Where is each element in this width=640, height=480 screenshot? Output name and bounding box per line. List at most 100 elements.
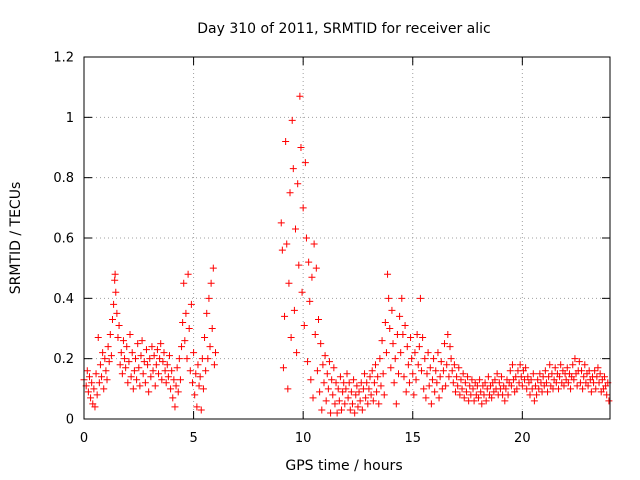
- data-point: [404, 361, 412, 369]
- data-point: [323, 370, 331, 378]
- data-point: [516, 361, 524, 369]
- data-point: [127, 373, 135, 381]
- data-point: [286, 189, 294, 197]
- data-point: [387, 364, 395, 372]
- data-point: [411, 349, 419, 357]
- data-point: [535, 385, 543, 393]
- data-point: [447, 355, 455, 363]
- data-point: [356, 397, 364, 405]
- data-point: [364, 400, 372, 408]
- data-point: [517, 373, 525, 381]
- data-point: [321, 352, 329, 360]
- data-point: [112, 288, 120, 296]
- data-point: [339, 388, 347, 396]
- data-point: [380, 391, 388, 399]
- data-point: [333, 409, 341, 417]
- data-point: [375, 400, 383, 408]
- data-point: [457, 376, 465, 384]
- data-point: [299, 204, 307, 212]
- x-tick-label: 15: [404, 431, 421, 446]
- data-point: [346, 406, 354, 414]
- data-point: [567, 385, 575, 393]
- data-point: [595, 379, 603, 387]
- data-point: [426, 364, 434, 372]
- data-point: [199, 385, 207, 393]
- data-point: [145, 388, 153, 396]
- data-point: [459, 370, 467, 378]
- data-point: [170, 376, 178, 384]
- data-point: [365, 385, 373, 393]
- data-point: [132, 355, 140, 363]
- data-point: [527, 376, 535, 384]
- data-point: [135, 364, 143, 372]
- data-point: [448, 367, 456, 375]
- data-point: [481, 379, 489, 387]
- data-point: [330, 364, 338, 372]
- data-point: [317, 340, 325, 348]
- data-point: [376, 355, 384, 363]
- data-point: [495, 379, 503, 387]
- data-point: [498, 373, 506, 381]
- data-point: [187, 300, 195, 308]
- data-point: [95, 379, 103, 387]
- data-point: [313, 367, 321, 375]
- data-point: [130, 367, 138, 375]
- data-point: [300, 321, 308, 329]
- data-point: [295, 261, 303, 269]
- data-point: [149, 367, 157, 375]
- data-point: [308, 273, 316, 281]
- data-point: [94, 334, 102, 342]
- data-point: [524, 373, 532, 381]
- data-point: [347, 388, 355, 396]
- data-point: [370, 379, 378, 387]
- data-point: [491, 376, 499, 384]
- data-point: [358, 406, 366, 414]
- data-point: [534, 376, 542, 384]
- data-point: [345, 379, 353, 387]
- data-point: [413, 331, 421, 339]
- data-point: [591, 367, 599, 375]
- data-point: [469, 385, 477, 393]
- data-point: [147, 373, 155, 381]
- data-point: [546, 361, 554, 369]
- data-point: [168, 367, 176, 375]
- data-point: [196, 373, 204, 381]
- data-point: [570, 376, 578, 384]
- data-point: [587, 388, 595, 396]
- data-point: [462, 388, 470, 396]
- data-point: [443, 361, 451, 369]
- data-point: [100, 385, 108, 393]
- data-point: [529, 370, 537, 378]
- data-point: [605, 397, 613, 405]
- data-point: [593, 373, 601, 381]
- data-point: [446, 343, 454, 351]
- data-point: [197, 406, 205, 414]
- data-point: [352, 391, 360, 399]
- data-point: [185, 325, 193, 332]
- data-point: [564, 379, 572, 387]
- data-point: [410, 391, 418, 399]
- data-point: [507, 382, 515, 390]
- data-point: [344, 394, 352, 402]
- data-point: [385, 294, 393, 302]
- data-point: [544, 388, 552, 396]
- data-point: [579, 385, 587, 393]
- data-point: [466, 382, 474, 390]
- data-point: [350, 376, 358, 384]
- data-point: [312, 264, 320, 272]
- data-point: [91, 403, 99, 411]
- data-point: [460, 394, 468, 402]
- data-point: [541, 367, 549, 375]
- data-point: [164, 373, 172, 381]
- data-point: [437, 358, 445, 366]
- data-point: [454, 382, 462, 390]
- data-point: [468, 376, 476, 384]
- data-point: [402, 388, 410, 396]
- data-point: [90, 385, 98, 393]
- data-point: [99, 349, 107, 357]
- data-point: [563, 364, 571, 372]
- data-point: [204, 355, 212, 363]
- data-point: [172, 382, 180, 390]
- data-point: [277, 219, 285, 227]
